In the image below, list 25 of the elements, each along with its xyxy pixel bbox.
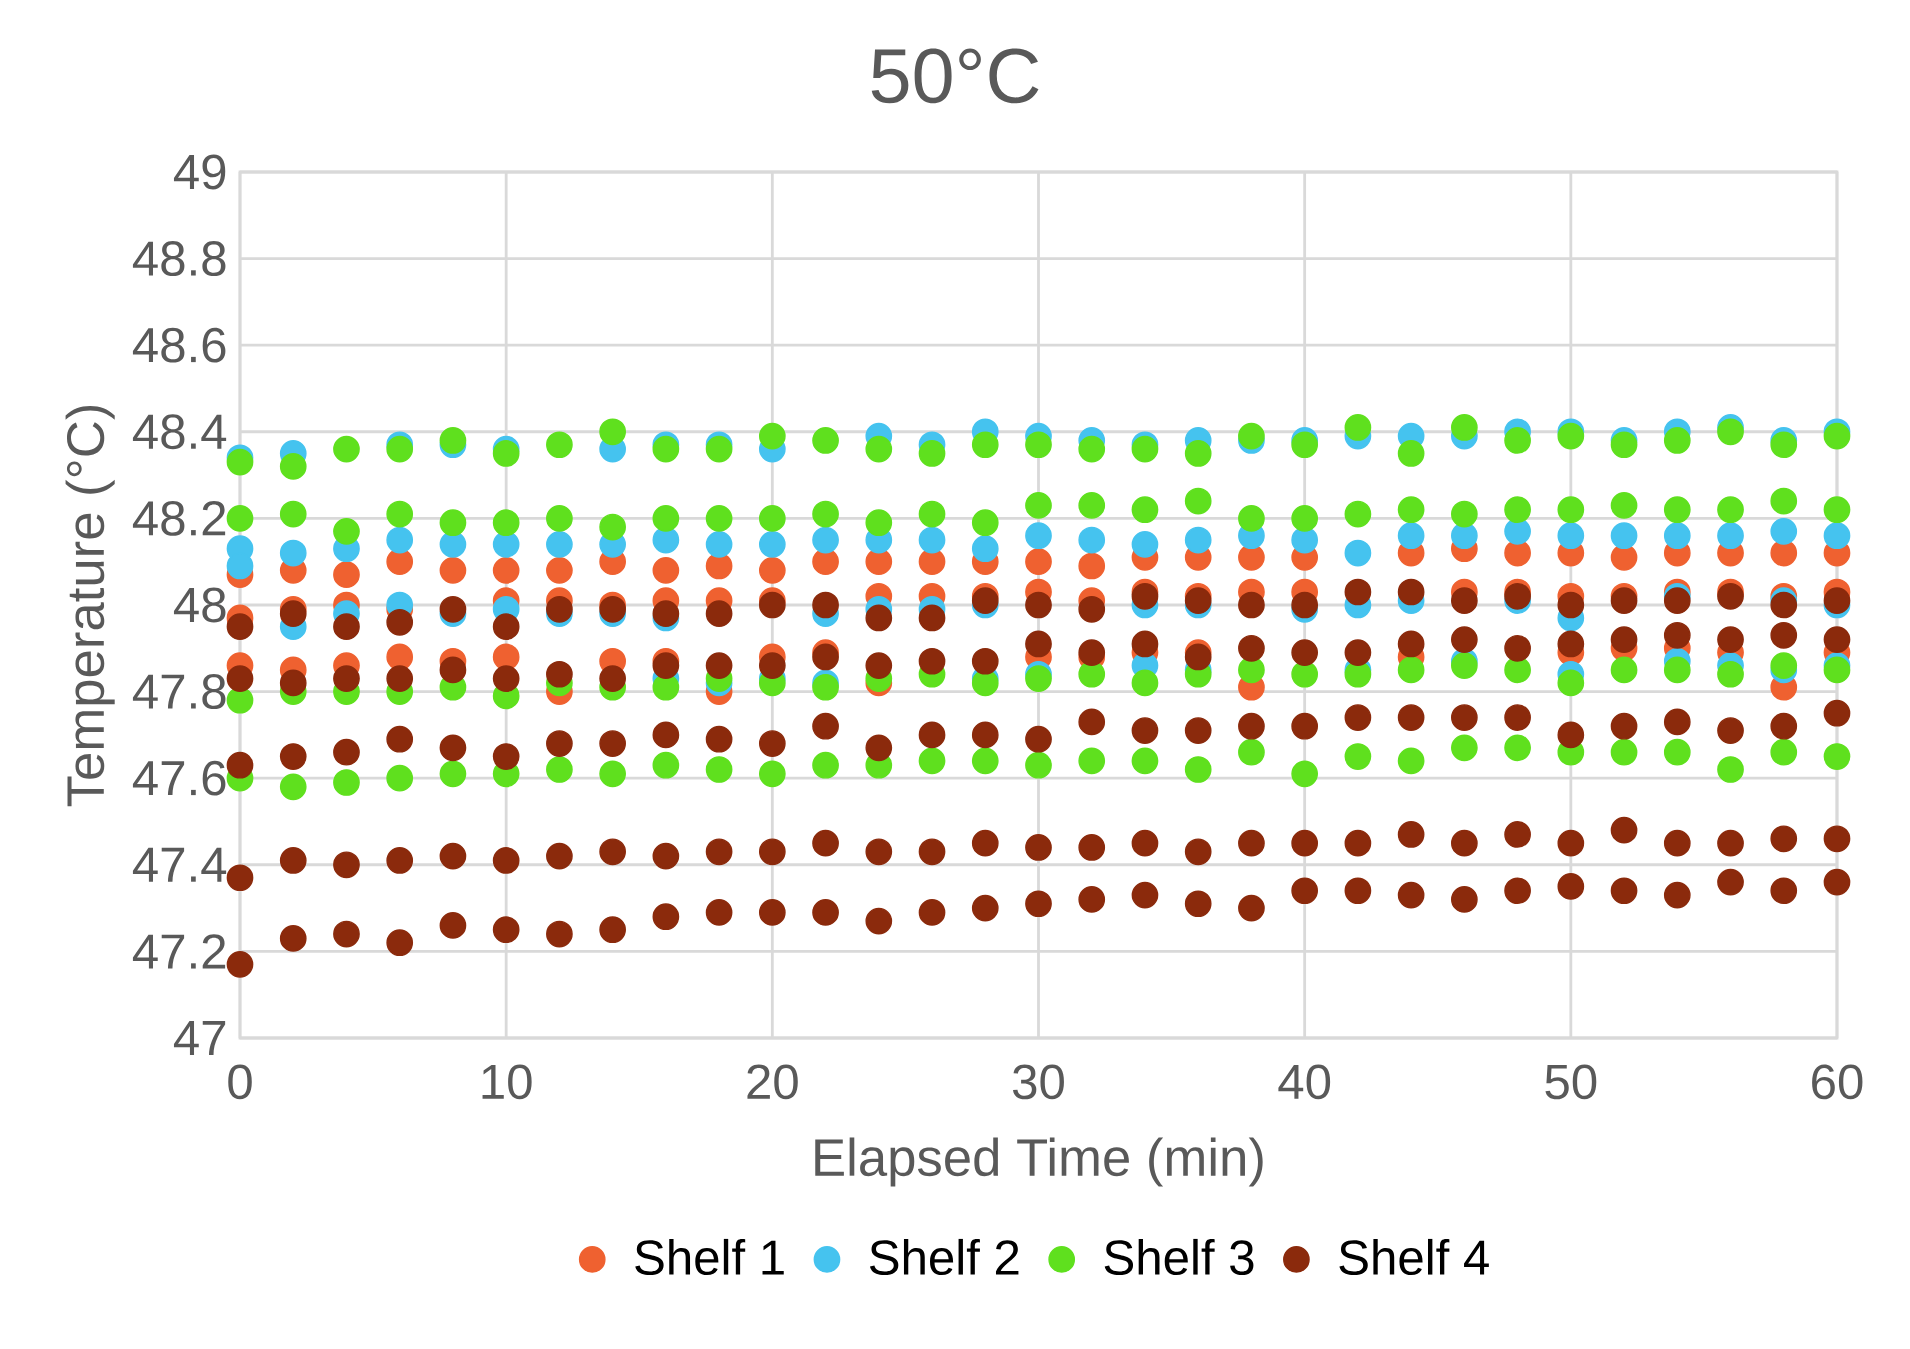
y-tick-label: 48.4 — [132, 414, 227, 450]
x-tick-label: 0 — [228, 1064, 252, 1100]
y-tick-label: 47 — [173, 1021, 226, 1055]
x-tick-label: 40 — [1278, 1064, 1331, 1100]
y-tick-label: 48.2 — [132, 500, 226, 536]
y-tick-label: 49 — [173, 154, 226, 190]
legend-label: Shelf 4 — [1339, 1238, 1489, 1276]
chart-title: 50°C — [871, 48, 1039, 104]
y-tick-label: 47.8 — [132, 674, 226, 710]
x-tick-label: 60 — [1812, 1064, 1863, 1100]
y-tick-label: 47.6 — [132, 760, 226, 796]
x-tick-label: 50 — [1545, 1064, 1597, 1100]
x-tick-label: 30 — [1013, 1064, 1064, 1100]
x-tick-label: 10 — [482, 1064, 532, 1100]
y-tick-label: 48.8 — [132, 241, 226, 277]
y-axis-title: Temperature (°C) — [65, 405, 115, 807]
legend-label: Shelf 3 — [1104, 1238, 1254, 1276]
y-tick-label: 47.4 — [132, 847, 227, 882]
y-tick-label: 48.6 — [132, 327, 226, 363]
legend-label: Shelf 1 — [635, 1238, 784, 1276]
legend-label: Shelf 2 — [869, 1238, 1019, 1276]
x-tick-label: 20 — [747, 1064, 798, 1100]
y-tick-label: 48 — [173, 587, 226, 623]
y-tick-label: 47.2 — [132, 934, 226, 969]
x-axis-title: Elapsed Time (min) — [815, 1137, 1263, 1187]
